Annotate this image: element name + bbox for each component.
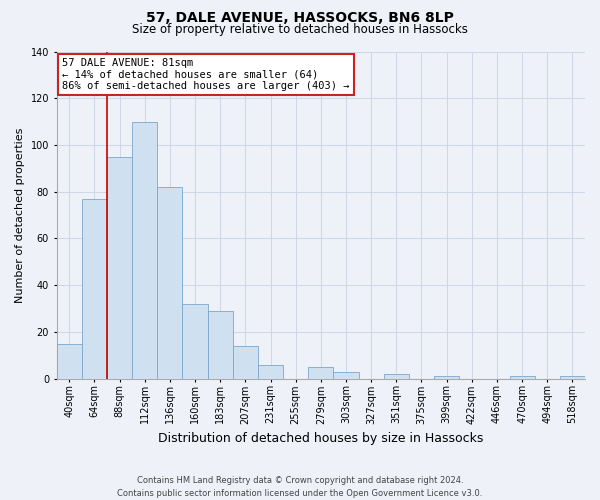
Bar — [258, 364, 283, 378]
Text: Size of property relative to detached houses in Hassocks: Size of property relative to detached ho… — [132, 22, 468, 36]
Bar — [308, 367, 334, 378]
Bar — [233, 346, 258, 378]
Text: Contains HM Land Registry data © Crown copyright and database right 2024.
Contai: Contains HM Land Registry data © Crown c… — [118, 476, 482, 498]
Text: 57 DALE AVENUE: 81sqm
← 14% of detached houses are smaller (64)
86% of semi-deta: 57 DALE AVENUE: 81sqm ← 14% of detached … — [62, 58, 349, 91]
Bar — [56, 344, 82, 378]
Bar — [208, 311, 233, 378]
Text: 57, DALE AVENUE, HASSOCKS, BN6 8LP: 57, DALE AVENUE, HASSOCKS, BN6 8LP — [146, 11, 454, 25]
Bar — [560, 376, 585, 378]
Bar — [157, 187, 182, 378]
Bar — [509, 376, 535, 378]
Bar — [434, 376, 459, 378]
X-axis label: Distribution of detached houses by size in Hassocks: Distribution of detached houses by size … — [158, 432, 484, 445]
Bar — [334, 372, 359, 378]
Bar — [132, 122, 157, 378]
Y-axis label: Number of detached properties: Number of detached properties — [15, 128, 25, 302]
Bar — [384, 374, 409, 378]
Bar — [82, 198, 107, 378]
Bar — [107, 156, 132, 378]
Bar — [182, 304, 208, 378]
